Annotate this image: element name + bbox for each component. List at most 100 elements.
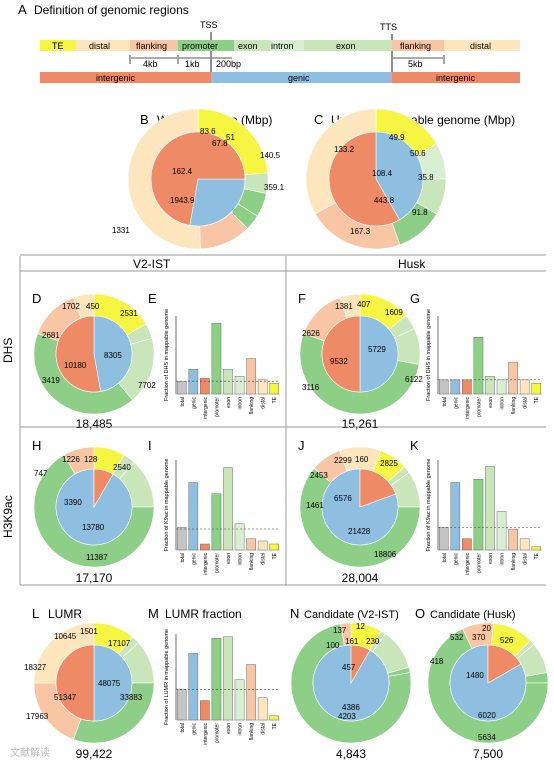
bar-chart-m: total genic intergenic promoter exon intron fl… bbox=[164, 629, 280, 745]
category-label: TE bbox=[534, 396, 540, 403]
category-label: TE bbox=[534, 552, 540, 559]
bar-intergenic bbox=[462, 379, 472, 395]
bar-flanking bbox=[246, 538, 256, 551]
outer-value-label: 6122 bbox=[405, 375, 423, 384]
inner-value-label: 4386 bbox=[342, 703, 360, 712]
inner-value-label: 443.8 bbox=[374, 196, 395, 205]
category-label: genic bbox=[191, 397, 197, 409]
watermark: 文献解读 bbox=[10, 746, 50, 759]
outer-value-label: 33883 bbox=[120, 693, 143, 702]
bar-TE bbox=[269, 715, 279, 721]
outer-value-label: 1461 bbox=[306, 501, 324, 510]
panelc-donut: 49.9 50.6 35.8 91.8 167.3 133.2 108.4 443.8 bbox=[305, 108, 447, 250]
panel-l-letter: L bbox=[32, 606, 39, 621]
category-label: total bbox=[180, 723, 186, 732]
bar-flanking bbox=[508, 361, 518, 395]
bar-genic-label: genic bbox=[288, 73, 310, 83]
inner-slice bbox=[93, 468, 114, 509]
outer-value-label: 532 bbox=[450, 633, 464, 642]
outer-value-label: 2540 bbox=[113, 463, 131, 472]
panel-o-letter: O bbox=[415, 606, 425, 621]
bar-intergenic-left bbox=[40, 72, 211, 83]
outer-value-label: 51 bbox=[226, 133, 235, 142]
outer-value-label: 140.5 bbox=[260, 151, 281, 160]
inner-slice bbox=[55, 315, 101, 393]
seg-exon-2-label: exon bbox=[336, 41, 356, 51]
tss-label: TSS bbox=[200, 20, 218, 30]
seg-te-label: TE bbox=[52, 41, 64, 51]
outer-value-label: 12 bbox=[356, 622, 365, 631]
inner-value-label: 9532 bbox=[330, 357, 348, 366]
dim-200bp: 200bp bbox=[216, 59, 241, 69]
panel-b-letter: B bbox=[140, 112, 149, 127]
outer-value-label: 17107 bbox=[108, 639, 131, 648]
seg-te bbox=[40, 40, 76, 51]
panel-j-letter: J bbox=[298, 438, 305, 453]
seg-exon-2 bbox=[304, 40, 392, 51]
category-label: promoter bbox=[214, 553, 220, 573]
bar-total bbox=[176, 527, 187, 551]
inner-slice bbox=[321, 315, 361, 393]
category-label: distal bbox=[261, 723, 267, 735]
inner-value-label: 1943.9 bbox=[170, 196, 195, 205]
bar-total bbox=[176, 689, 187, 721]
bar-exon bbox=[223, 467, 233, 551]
bar-TE bbox=[531, 383, 542, 395]
category-label: flanking bbox=[249, 397, 255, 414]
bar-intergenic-right-label: intergenic bbox=[436, 73, 476, 83]
outer-value-label: 1226 bbox=[62, 455, 80, 464]
panel-i-letter: I bbox=[148, 438, 152, 453]
bar-promoter bbox=[473, 337, 484, 395]
category-label: genic bbox=[191, 553, 197, 565]
seg-flanking-label: flanking bbox=[136, 41, 167, 51]
outer-value-label: 128 bbox=[84, 455, 98, 464]
bar-TE bbox=[269, 543, 279, 551]
bar-distal bbox=[257, 540, 268, 551]
panel-o-title: Candidate (Husk) bbox=[430, 609, 516, 621]
row-header-dhs: DHS bbox=[1, 338, 15, 363]
inner-value-label: 8305 bbox=[104, 351, 122, 360]
category-label: total bbox=[442, 397, 448, 406]
category-label: intron bbox=[500, 397, 506, 410]
bar-genic bbox=[450, 379, 461, 395]
category-label: exon bbox=[226, 397, 232, 408]
bar-promoter bbox=[211, 637, 222, 721]
inner-value-label: 6020 bbox=[478, 711, 496, 720]
category-label: genic bbox=[191, 723, 197, 735]
inner-slice bbox=[350, 644, 371, 685]
bar-promoter bbox=[211, 493, 222, 551]
bar-chart-k: total genic intergenic promoter exon intron fl… bbox=[426, 459, 542, 575]
row-header-h3k9ac: H3K9ac bbox=[1, 495, 15, 538]
category-label: total bbox=[442, 553, 448, 562]
panel-h-letter: H bbox=[32, 438, 41, 453]
dimension-arrows bbox=[129, 55, 445, 64]
y-axis-label: Fraction of K9ac in mappable genome bbox=[426, 459, 432, 552]
total-count-label: 18,485 bbox=[76, 417, 113, 431]
inner-value-label: 457 bbox=[342, 663, 356, 672]
inner-slice bbox=[375, 131, 424, 221]
category-label: promoter bbox=[476, 397, 482, 417]
outer-value-label: 2681 bbox=[42, 331, 60, 340]
category-label: intron bbox=[238, 723, 244, 736]
inner-slice bbox=[55, 468, 133, 546]
outer-value-label: 83.6 bbox=[200, 127, 216, 136]
outer-value-label: 2825 bbox=[380, 459, 398, 468]
category-label: exon bbox=[488, 553, 494, 564]
panel-c-letter: C bbox=[314, 112, 323, 127]
dim-4kb: 4kb bbox=[143, 59, 158, 69]
inner-value-label: 48075 bbox=[98, 679, 121, 688]
bar-flanking bbox=[246, 358, 256, 395]
inner-value-label: 6576 bbox=[334, 494, 352, 503]
panel-m-letter: M bbox=[148, 606, 159, 621]
bar-chart-i: total genic intergenic promoter exon intron fl… bbox=[164, 459, 280, 575]
total-count-label: 7,500 bbox=[473, 747, 503, 761]
paneln-donut: 137 12 161 230 4203 100 4386 457 4,843 bbox=[290, 622, 412, 761]
category-label: flanking bbox=[249, 553, 255, 570]
inner-value-label: 1480 bbox=[466, 671, 484, 680]
inner-slice bbox=[359, 468, 397, 508]
bar-TE bbox=[269, 383, 279, 395]
inner-slice bbox=[150, 131, 246, 226]
bar-distal bbox=[519, 538, 530, 551]
inner-value-label: 162.4 bbox=[172, 167, 193, 176]
